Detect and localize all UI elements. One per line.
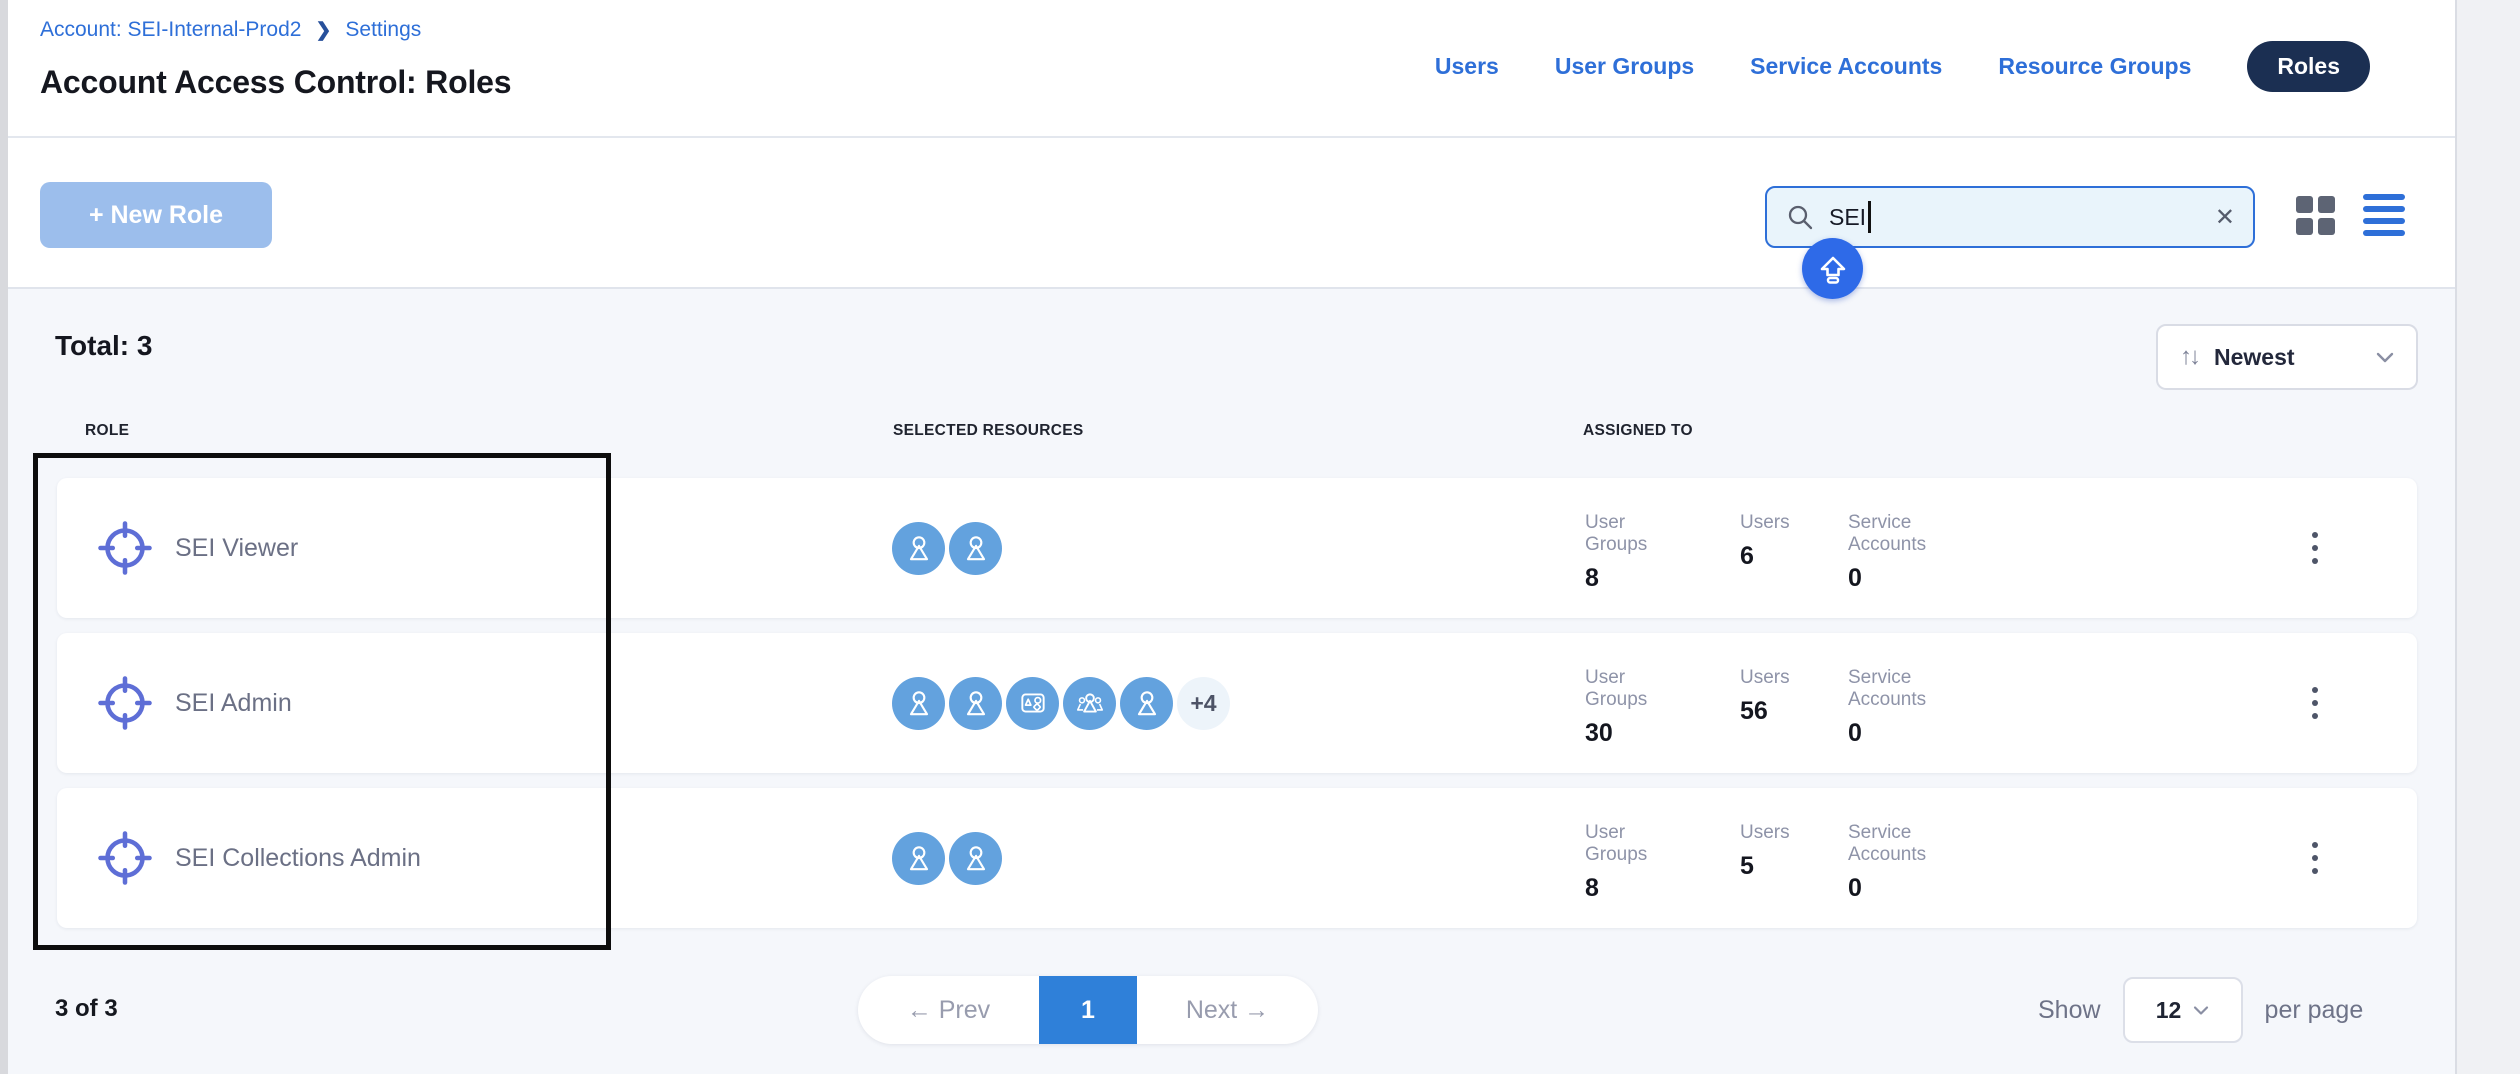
- page-title: Account Access Control: Roles: [40, 64, 512, 100]
- nav-tab-roles-active[interactable]: Roles: [2247, 40, 2370, 92]
- selected-resources: [892, 478, 1002, 618]
- selected-resources: +4: [892, 633, 1230, 773]
- view-toggle: [2296, 182, 2405, 248]
- text-caret: [1868, 201, 1871, 233]
- table-header-row: ROLE SELECTED RESOURCES ASSIGNED TO: [0, 422, 2455, 452]
- caps-lock-icon: [1815, 251, 1851, 287]
- search-input[interactable]: SEI ✕: [1765, 186, 2255, 248]
- nav-tab-service-accounts[interactable]: Service Accounts: [1750, 52, 1943, 79]
- nav-tab-users[interactable]: Users: [1434, 52, 1499, 79]
- role-cell: SEI Viewer: [97, 478, 298, 618]
- per-page-label: per page: [2264, 995, 2364, 1024]
- toolbar: + New Role SEI ✕: [0, 138, 2455, 289]
- user-groups-label: User Groups: [1585, 667, 1648, 710]
- sort-value: Newest: [2214, 343, 2295, 370]
- users-count: 56: [1740, 697, 1768, 725]
- user-avatar-icon: [949, 676, 1002, 730]
- chevron-down-icon: [2193, 1005, 2209, 1016]
- role-cell: SEI Collections Admin: [97, 788, 421, 928]
- user-groups-label: User Groups: [1585, 512, 1648, 555]
- selected-resources: [892, 788, 1002, 928]
- list-view-icon[interactable]: [2363, 194, 2405, 236]
- column-header-resources: SELECTED RESOURCES: [893, 422, 1084, 439]
- window-left-edge: [0, 0, 8, 1074]
- role-name: SEI Admin: [175, 688, 292, 717]
- user-avatar-icon: [892, 676, 945, 730]
- resources-overflow-badge: +4: [1177, 676, 1230, 730]
- users-label: Users: [1740, 822, 1790, 843]
- nav-tab-user-groups[interactable]: User Groups: [1554, 52, 1695, 79]
- dashboard-widgets-icon: [1006, 676, 1059, 730]
- result-count: 3 of 3: [55, 995, 118, 1022]
- service-accounts-label: Service Accounts: [1848, 667, 1927, 710]
- user-groups-label: User Groups: [1585, 822, 1648, 865]
- page-size-control: Show 12 per page: [2038, 976, 2363, 1044]
- user-groups-count: 8: [1585, 874, 1599, 902]
- nav-tab-resource-groups[interactable]: Resource Groups: [1998, 52, 2192, 79]
- role-cell: SEI Admin: [97, 633, 292, 773]
- sort-arrows-icon: ↑↓: [2180, 343, 2201, 370]
- role-target-icon: [97, 520, 153, 576]
- total-count: Total: 3: [55, 330, 153, 361]
- role-row-sei-viewer[interactable]: SEI Viewer User Groups 8 Users 6 Service A…: [57, 478, 2417, 618]
- user-avatar-icon: [892, 521, 945, 575]
- new-role-button[interactable]: + New Role: [40, 182, 272, 248]
- page-1-button[interactable]: 1: [1039, 976, 1137, 1044]
- page-size-value: 12: [2155, 996, 2182, 1023]
- row-menu-kebab-icon[interactable]: [2300, 788, 2330, 928]
- window-right-edge: [2455, 0, 2520, 1074]
- users-label: Users: [1740, 512, 1790, 533]
- breadcrumb-settings-link[interactable]: Settings: [345, 18, 422, 41]
- column-header-assigned: ASSIGNED TO: [1583, 422, 1693, 439]
- page-header: Account: SEI-Internal-Prod2 ❯ Settings A…: [0, 0, 2455, 138]
- role-row-sei-collections-admin[interactable]: SEI Collections Admin User Groups 8 Users…: [57, 788, 2417, 928]
- users-count: 5: [1740, 852, 1754, 880]
- breadcrumb-account-link[interactable]: Account: SEI-Internal-Prod2: [40, 18, 302, 41]
- next-page-button[interactable]: Next →: [1185, 995, 1270, 1024]
- users-label: Users: [1740, 667, 1790, 688]
- clear-search-icon[interactable]: ✕: [2214, 203, 2235, 231]
- row-menu-kebab-icon[interactable]: [2300, 633, 2330, 773]
- pagination: ← Prev 1 Next →: [858, 976, 1318, 1044]
- role-name: SEI Viewer: [175, 533, 299, 562]
- show-label: Show: [2038, 995, 2101, 1024]
- user-avatar-icon: [949, 521, 1002, 575]
- column-header-role: ROLE: [85, 422, 130, 439]
- user-avatar-icon: [892, 831, 945, 885]
- row-menu-kebab-icon[interactable]: [2300, 478, 2330, 618]
- chevron-down-icon: [2376, 351, 2394, 363]
- service-accounts-label: Service Accounts: [1848, 822, 1927, 865]
- sort-dropdown[interactable]: ↑↓ Newest: [2156, 324, 2418, 390]
- grid-view-icon[interactable]: [2296, 195, 2335, 235]
- search-value: SEI: [1829, 203, 1867, 230]
- service-accounts-count: 0: [1848, 874, 1862, 902]
- breadcrumb-separator-icon: ❯: [315, 19, 332, 41]
- search-icon: [1785, 202, 1815, 232]
- user-groups-count: 8: [1585, 564, 1599, 592]
- keyboard-action-indicator: [1802, 238, 1863, 299]
- user-avatar-icon: [949, 831, 1002, 885]
- role-target-icon: [97, 675, 153, 731]
- user-group-icon: [1063, 676, 1116, 730]
- user-avatar-icon: [1120, 676, 1173, 730]
- role-name: SEI Collections Admin: [175, 843, 421, 872]
- breadcrumb: Account: SEI-Internal-Prod2 ❯ Settings: [40, 18, 421, 42]
- top-nav: Users User Groups Service Accounts Resou…: [1435, 40, 2370, 92]
- role-row-sei-admin[interactable]: SEI Admin +4 User Groups 30 Users 56 Servi…: [57, 633, 2417, 773]
- users-count: 6: [1740, 542, 1754, 570]
- service-accounts-count: 0: [1848, 719, 1862, 747]
- prev-page-button[interactable]: ← Prev: [906, 995, 991, 1024]
- service-accounts-label: Service Accounts: [1848, 512, 1927, 555]
- role-target-icon: [97, 830, 153, 886]
- user-groups-count: 30: [1585, 719, 1613, 747]
- page-size-select[interactable]: 12: [2122, 977, 2243, 1043]
- service-accounts-count: 0: [1848, 564, 1862, 592]
